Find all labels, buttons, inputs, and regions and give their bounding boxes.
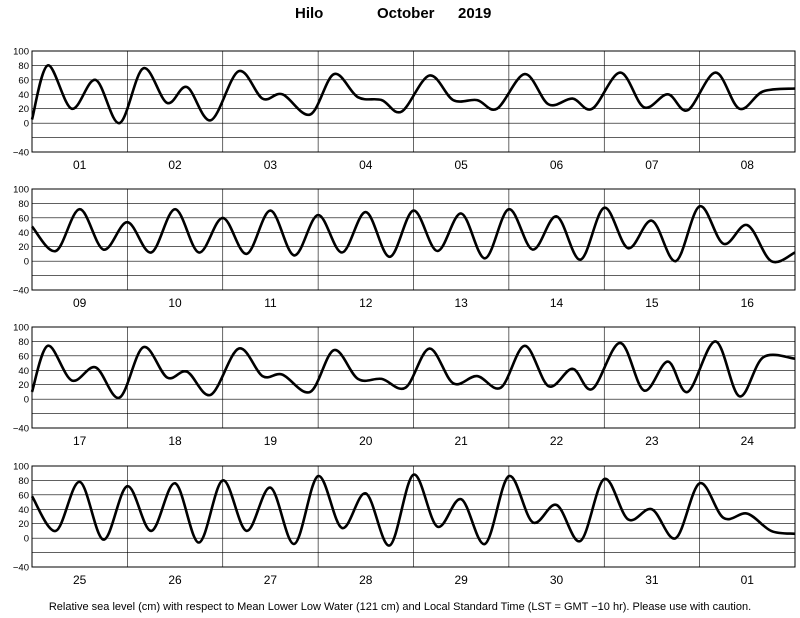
y-tick-label: 80 [18,476,29,487]
y-tick-label: 20 [18,519,29,530]
day-label: 10 [168,296,182,310]
day-label: 12 [359,296,373,310]
day-label: 01 [741,573,755,587]
day-label: 13 [455,296,469,310]
y-tick-label: 60 [18,75,29,86]
day-label: 22 [550,434,564,448]
day-label: 21 [455,434,469,448]
tide-series-line [30,205,796,264]
y-tick-label: 100 [13,462,29,473]
y-tick-label: 40 [18,505,29,516]
day-label: 04 [359,158,373,172]
y-tick-label: 100 [13,47,29,58]
y-tick-label: 0 [24,257,29,268]
y-tick-label: 0 [24,119,29,130]
day-label: 08 [741,158,755,172]
y-tick-label: 0 [24,534,29,545]
day-label: 24 [741,434,755,448]
day-label: 29 [455,573,469,587]
day-label: 06 [550,158,564,172]
y-tick-label: −40 [13,424,29,435]
y-tick-label: 80 [18,61,29,72]
y-tick-label: 20 [18,380,29,391]
year-label: 2019 [458,5,492,22]
day-label: 20 [359,434,373,448]
chart-title: Hilo October 2019 [0,5,800,25]
footer-note: Relative sea level (cm) with respect to … [48,601,752,613]
day-label: 27 [264,573,278,587]
y-tick-label: 60 [18,490,29,501]
day-label: 31 [645,573,659,587]
y-tick-label: 100 [13,323,29,334]
month-name: October [377,5,435,22]
y-tick-label: −40 [13,563,29,574]
y-tick-label: 80 [18,337,29,348]
day-label: 25 [73,573,87,587]
y-tick-label: 60 [18,351,29,362]
day-label: 26 [168,573,182,587]
day-label: 02 [168,158,182,172]
station-name: Hilo [295,5,324,22]
y-tick-label: 20 [18,242,29,253]
y-tick-label: 100 [13,185,29,196]
day-label: 16 [741,296,755,310]
day-label: 28 [359,573,373,587]
y-tick-label: −40 [13,148,29,159]
y-tick-label: 40 [18,90,29,101]
y-tick-label: 20 [18,104,29,115]
tide-series-line [30,473,796,547]
day-label: 18 [168,434,182,448]
y-tick-label: 80 [18,199,29,210]
day-label: 01 [73,158,87,172]
day-label: 14 [550,296,564,310]
day-label: 05 [455,158,469,172]
day-label: 19 [264,434,278,448]
y-tick-label: 0 [24,395,29,406]
tide-series-line [30,340,796,400]
day-label: 17 [73,434,87,448]
y-tick-label: 40 [18,228,29,239]
day-label: 03 [264,158,278,172]
day-label: 11 [264,296,277,310]
day-label: 09 [73,296,87,310]
tide-series-line [30,64,796,125]
day-label: 15 [645,296,659,310]
day-label: 07 [645,158,659,172]
y-tick-label: 40 [18,366,29,377]
day-label: 23 [645,434,659,448]
y-tick-label: −40 [13,286,29,297]
day-label: 30 [550,573,564,587]
y-tick-label: 60 [18,213,29,224]
